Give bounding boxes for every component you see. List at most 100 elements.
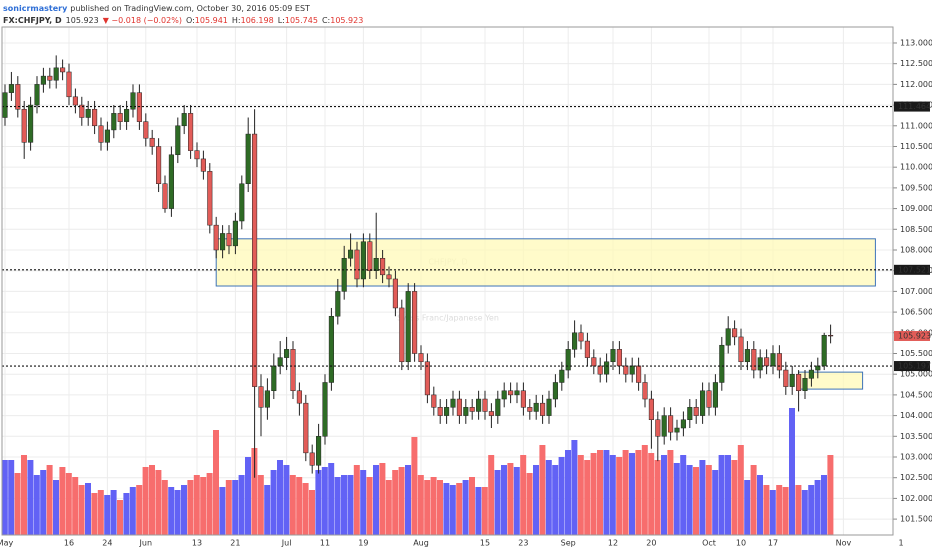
y-tick-label: 101.500 — [900, 515, 932, 524]
volume-bar — [424, 480, 431, 535]
candle-body — [290, 349, 296, 392]
y-tick-label: 103.500 — [900, 432, 932, 441]
volume-bar — [609, 455, 616, 535]
volume-bar — [411, 437, 418, 535]
candle-body — [412, 291, 418, 354]
candle-body — [143, 121, 149, 139]
volume-bar — [53, 480, 59, 535]
candle-body — [277, 357, 283, 367]
x-tick-label: 1 — [898, 539, 903, 548]
y-tick-label: 110.500 — [900, 142, 932, 151]
candle-body — [232, 220, 238, 247]
level-label-box — [894, 264, 930, 275]
ohlc-name: C: — [322, 16, 330, 25]
volume-bar — [667, 450, 674, 535]
volume-bar — [65, 473, 72, 535]
candle-body — [616, 349, 622, 367]
volume-bar — [245, 457, 251, 535]
volume-bar — [494, 470, 501, 535]
ohlc-value: 105.745 — [285, 16, 318, 25]
candle-body — [34, 84, 40, 106]
volume-bar — [72, 477, 79, 535]
volume-bar — [501, 465, 507, 535]
y-tick-label: 104.500 — [900, 390, 932, 399]
volume-bar — [603, 450, 610, 535]
last-price: 105.923 — [66, 16, 99, 25]
candle-body — [764, 357, 770, 367]
y-tick-label: 102.000 — [900, 494, 932, 503]
volume-bar — [21, 455, 27, 535]
candle-body — [53, 67, 59, 81]
volume-bar — [699, 460, 706, 535]
volume-bar — [136, 485, 143, 535]
y-tick-label: 109.000 — [900, 204, 932, 213]
x-tick-label: May — [0, 539, 14, 548]
candle-body — [565, 349, 571, 371]
candle-body — [284, 349, 290, 358]
x-tick-label: 16 — [64, 539, 74, 548]
candle-body — [316, 436, 322, 466]
y-tick-label: 104.000 — [900, 411, 932, 420]
ohlc-value: 105.923 — [330, 16, 363, 25]
x-tick-label: 24 — [102, 539, 112, 548]
candle-body — [527, 407, 533, 412]
volume-bar — [232, 480, 239, 535]
candle-body — [444, 407, 450, 416]
volume-bar — [321, 467, 328, 535]
y-tick-label: 112.500 — [900, 59, 932, 68]
volume-bar — [206, 473, 213, 535]
candle-body — [706, 390, 712, 408]
candle-body — [469, 407, 475, 412]
candle-body — [200, 158, 206, 172]
level-label: 111.464 — [898, 102, 931, 111]
volume-bar — [533, 465, 539, 535]
volume-bar — [187, 480, 194, 535]
candle-body — [770, 353, 776, 367]
candle-body — [380, 258, 386, 276]
candle-body — [591, 357, 597, 367]
candle-body — [520, 390, 526, 408]
volume-bar — [635, 450, 642, 535]
volume-bar — [405, 465, 411, 535]
volume-bar — [545, 460, 552, 535]
x-tick-label: 12 — [608, 539, 618, 548]
volume-bar — [731, 460, 738, 535]
candle-body — [28, 104, 34, 143]
candle-body — [661, 415, 667, 437]
volume-bar — [1, 460, 8, 535]
volume-bar — [8, 460, 15, 535]
volume-bar — [763, 485, 770, 535]
x-tick-label: Nov — [836, 539, 852, 548]
candle-body — [610, 349, 616, 363]
candle-body — [680, 419, 686, 429]
volume-bar — [373, 465, 379, 535]
candle-body — [79, 104, 85, 118]
x-tick-label: 10 — [736, 539, 746, 548]
x-tick-label: 15 — [480, 539, 490, 548]
candle-body — [712, 382, 718, 408]
candle-body — [757, 357, 763, 371]
candle-body — [776, 353, 782, 371]
candle-body — [572, 332, 578, 350]
candle-body — [546, 398, 552, 416]
published: published on TradingView.com, October 30… — [70, 4, 310, 13]
candle-body — [156, 146, 162, 184]
volume-bar — [789, 408, 795, 535]
volume-bar — [129, 487, 136, 535]
volume-bar — [117, 500, 123, 535]
candle-body — [418, 353, 424, 363]
candle-body — [264, 390, 270, 408]
volume-bar — [705, 465, 712, 535]
volume-bar — [155, 470, 162, 535]
zone — [215, 238, 876, 287]
volume-bar — [270, 470, 277, 535]
x-tick-label: 21 — [230, 539, 240, 548]
ohlc-name: O: — [186, 16, 195, 25]
author[interactable]: sonicrmastery — [3, 4, 68, 13]
candle-body — [629, 365, 635, 375]
candle-body — [258, 386, 264, 408]
volume-bar — [712, 470, 719, 535]
candle-body — [623, 365, 629, 375]
candle-body — [47, 75, 53, 81]
